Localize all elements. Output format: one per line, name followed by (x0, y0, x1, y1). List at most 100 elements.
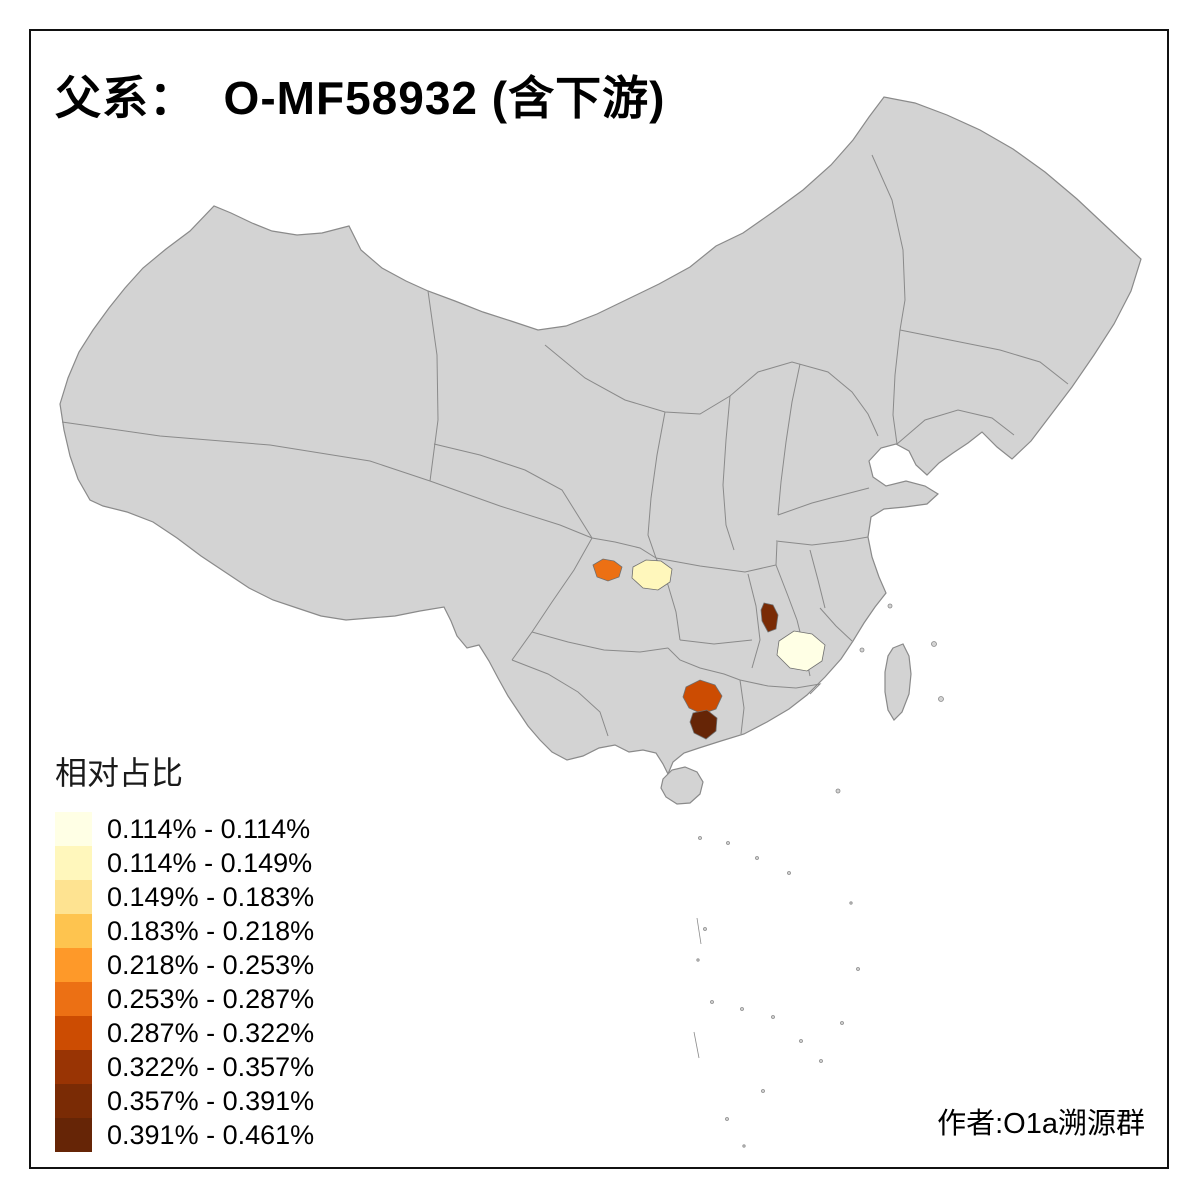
province-border (896, 409, 1015, 445)
sea-island (740, 1007, 744, 1011)
legend-swatch (55, 1016, 92, 1050)
sea-island (710, 1000, 714, 1004)
highlighted-region-south-lower (689, 709, 718, 740)
sea-island (849, 901, 853, 905)
province-border (871, 154, 906, 331)
sea-island (698, 836, 702, 840)
legend-label: 0.253% - 0.287% (107, 983, 315, 1014)
legend-swatch (55, 982, 92, 1016)
china-mainland (59, 96, 1142, 776)
legend-item: 0.322% - 0.357% (55, 1050, 314, 1084)
taiwan-island (884, 643, 912, 721)
sea-island (725, 1117, 729, 1121)
sea-island (931, 641, 937, 647)
sea-island (938, 696, 944, 702)
sea-island (703, 927, 707, 931)
province-border (427, 290, 439, 482)
sea-island (696, 958, 700, 962)
legend-label: 0.114% - 0.149% (107, 847, 313, 878)
author-credit: 作者:O1a溯源群 (937, 1108, 1145, 1140)
legend-label: 0.183% - 0.218% (107, 915, 315, 946)
province-border (747, 573, 761, 669)
hainan-island (660, 766, 704, 805)
page-title: 父系： O-MF58932 (含下游) (55, 72, 666, 124)
legend-item: 0.357% - 0.391% (55, 1084, 314, 1118)
highlighted-region-south-upper (682, 679, 723, 715)
legend-swatch (55, 1050, 92, 1084)
sea-island (696, 917, 702, 945)
sea-island (799, 1039, 803, 1043)
sea-island (693, 1031, 700, 1059)
province-border (777, 363, 801, 516)
province-border (722, 395, 735, 551)
legend-item: 0.218% - 0.253% (55, 948, 314, 982)
province-border (809, 549, 826, 609)
province-border (429, 480, 593, 539)
sea-island (835, 788, 841, 794)
legend: 相对占比 0.114% - 0.114% 0.114% - 0.149% 0.1… (55, 748, 314, 1152)
province-border (739, 679, 822, 695)
legend-label: 0.218% - 0.253% (107, 949, 315, 980)
legend-swatch (55, 1118, 92, 1152)
province-border (433, 443, 593, 539)
province-border (531, 631, 669, 653)
legend-label: 0.322% - 0.357% (107, 1051, 315, 1082)
sea-island (819, 1059, 823, 1063)
province-border (647, 411, 666, 559)
province-border (61, 421, 431, 482)
sea-island (726, 841, 730, 845)
sea-island (761, 1089, 765, 1093)
highlighted-region-jiangxi-small (760, 602, 779, 633)
legend-swatch (55, 1084, 92, 1118)
province-border (544, 344, 879, 437)
province-border (819, 607, 853, 642)
sea-island (742, 1144, 746, 1148)
province-border (591, 537, 657, 559)
province-borders (61, 154, 1069, 737)
legend-label: 0.391% - 0.461% (107, 1119, 315, 1150)
sea-island (771, 1015, 775, 1019)
legend-item: 0.149% - 0.183% (55, 880, 314, 914)
legend-swatch (55, 880, 92, 914)
legend-rows: 0.114% - 0.114% 0.114% - 0.149% 0.149% -… (55, 812, 314, 1152)
legend-item: 0.253% - 0.287% (55, 982, 314, 1016)
sea-island (787, 871, 791, 875)
legend-swatch (55, 948, 92, 982)
legend-item: 0.183% - 0.218% (55, 914, 314, 948)
province-border (739, 679, 745, 735)
legend-item: 0.287% - 0.322% (55, 1016, 314, 1050)
province-border (775, 564, 798, 621)
province-border (899, 329, 1069, 385)
legend-item: 0.391% - 0.461% (55, 1118, 314, 1152)
province-border (667, 647, 741, 681)
legend-swatch (55, 812, 92, 846)
province-border (511, 537, 593, 661)
province-border (679, 639, 753, 645)
legend-label: 0.287% - 0.322% (107, 1017, 315, 1048)
sea-island (755, 856, 759, 860)
province-border (655, 541, 778, 573)
legend-label: 0.149% - 0.183% (107, 881, 315, 912)
province-border (775, 536, 869, 546)
province-border (892, 329, 901, 445)
legend-swatch (55, 846, 92, 880)
sea-island (856, 967, 860, 971)
legend-label: 0.357% - 0.391% (107, 1085, 315, 1116)
province-border (511, 659, 609, 737)
highlighted-region-sichuan-east (592, 558, 623, 582)
province-border (777, 487, 870, 516)
sea-islands (693, 603, 944, 1148)
sea-island (859, 647, 865, 653)
landmass-group (59, 96, 1142, 1148)
legend-swatch (55, 914, 92, 948)
legend-item: 0.114% - 0.149% (55, 846, 314, 880)
highlighted-region-chongqing-area (631, 559, 673, 591)
legend-title: 相对占比 (55, 755, 184, 791)
highlighted-regions (592, 558, 826, 740)
legend-label: 0.114% - 0.114% (107, 813, 311, 844)
sea-island (887, 603, 893, 609)
highlighted-region-southeast-pale (776, 630, 826, 672)
sea-island (840, 1021, 844, 1025)
